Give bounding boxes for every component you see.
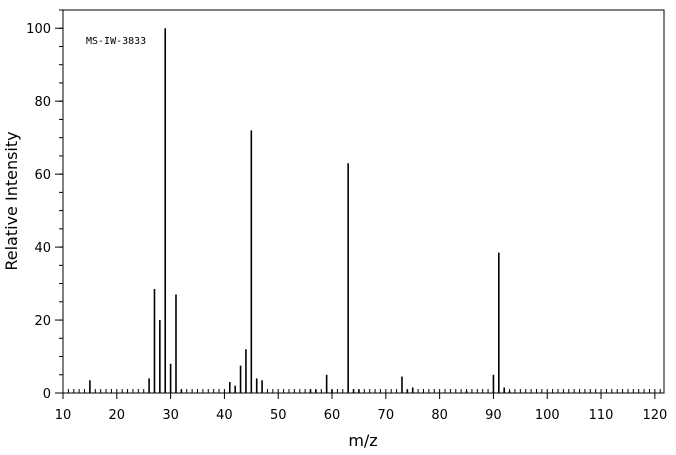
- x-tick-label: 80: [431, 408, 448, 423]
- y-axis-label: Relative Intensity: [2, 131, 21, 270]
- x-tick-label: 90: [485, 408, 502, 423]
- x-tick-label: 120: [642, 408, 667, 423]
- y-tick-label: 20: [34, 314, 51, 329]
- x-tick-label: 50: [270, 408, 287, 423]
- x-tick-label: 110: [589, 408, 614, 423]
- y-tick-label: 40: [34, 241, 51, 256]
- x-tick-label: 70: [378, 408, 395, 423]
- y-tick-label: 0: [43, 387, 51, 402]
- y-tick-label: 100: [26, 22, 51, 37]
- y-tick-label: 60: [34, 168, 51, 183]
- plot-frame: [62, 9, 665, 394]
- x-tick-label: 40: [216, 408, 233, 423]
- x-tick-label: 30: [162, 408, 179, 423]
- x-tick-label: 60: [324, 408, 341, 423]
- x-axis-label: m/z: [348, 431, 377, 450]
- x-tick-label: 20: [109, 408, 126, 423]
- x-tick-label: 10: [55, 408, 72, 423]
- y-tick-label: 80: [34, 95, 51, 110]
- x-tick-label: 100: [535, 408, 560, 423]
- annotation: MS-IW-3833: [86, 36, 146, 47]
- plot-layer: 10 20 30 40 50 60 70 80 90 100 110 120 0 20 40 60 80 100: [26, 9, 667, 423]
